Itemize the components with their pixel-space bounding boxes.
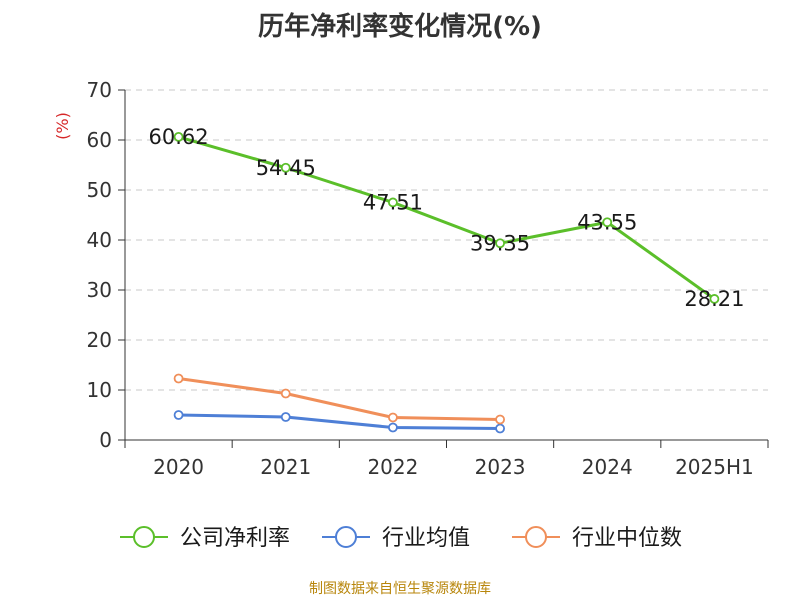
data-point — [388, 422, 398, 433]
legend-label: 行业中位数 — [572, 526, 682, 551]
x-tick-label: 2021 — [260, 455, 311, 479]
y-axis-label: (%) — [53, 112, 72, 140]
data-label: 47.51 — [363, 190, 423, 214]
data-point — [173, 373, 184, 384]
x-tick-label: 2024 — [582, 455, 633, 479]
legend-marker — [335, 526, 357, 548]
y-tick-label: 60 — [87, 128, 112, 152]
data-point — [173, 131, 184, 142]
y-tick-label: 50 — [87, 178, 112, 202]
data-label: 54.45 — [256, 156, 316, 180]
series-line — [178, 135, 716, 301]
y-tick-label: 20 — [87, 328, 112, 352]
y-tick-label: 0 — [99, 428, 112, 452]
x-tick-label: 2023 — [475, 455, 526, 479]
data-point — [173, 410, 184, 420]
x-tick-label: 2020 — [153, 455, 204, 479]
data-point — [495, 423, 505, 434]
y-tick-label: 10 — [87, 378, 112, 402]
y-tick-label: 70 — [87, 78, 112, 102]
data-point — [495, 238, 505, 249]
y-tick-label: 40 — [87, 228, 112, 252]
legend-label: 公司净利率 — [180, 526, 290, 551]
data-point — [388, 412, 398, 423]
legend-label: 行业均值 — [382, 526, 470, 551]
data-label: 60.62 — [149, 125, 209, 149]
data-point — [388, 197, 398, 208]
data-point — [280, 412, 291, 422]
data-label: 43.55 — [577, 210, 637, 234]
x-tick-label: 2022 — [367, 455, 418, 479]
series-line — [178, 413, 501, 430]
x-tick-label: 2025H1 — [675, 455, 754, 479]
y-tick-label: 30 — [87, 278, 112, 302]
data-point — [602, 217, 613, 228]
chart-title: 历年净利率变化情况(%) — [258, 12, 542, 42]
series-line — [178, 377, 501, 421]
data-point — [280, 162, 291, 173]
data-label: 39.35 — [470, 231, 530, 255]
data-point — [709, 294, 720, 304]
data-point — [280, 388, 291, 399]
data-point — [495, 414, 505, 425]
legend-marker — [133, 526, 155, 548]
source-note: 制图数据来自恒生聚源数据库 — [309, 581, 491, 597]
legend-marker — [525, 526, 547, 548]
data-label: 28.21 — [684, 287, 744, 311]
